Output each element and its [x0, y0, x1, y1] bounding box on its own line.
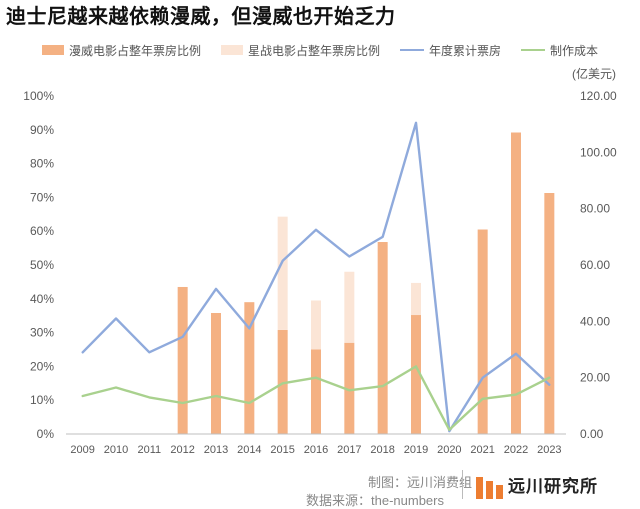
legend-item-cost: 制作成本 — [521, 40, 598, 60]
brand-logo-icon — [476, 477, 503, 499]
bar-marvel — [244, 302, 255, 434]
legend-label-starwars: 星战电影占整年票房比例 — [247, 43, 380, 58]
legend-item-box-office: 年度累计票房 — [400, 40, 501, 60]
right-axis-tick-label: 100.00 — [580, 145, 617, 159]
legend-line-box-office — [400, 49, 424, 51]
x-axis-tick-label: 2015 — [270, 444, 294, 456]
bar-marvel — [544, 193, 555, 434]
legend-swatch-starwars — [220, 45, 243, 55]
bar-starwars — [277, 216, 288, 330]
footer-source: 数据来源：the-numbers — [306, 493, 444, 508]
left-axis-tick-label: 70% — [30, 190, 54, 204]
left-axis-tick-label: 50% — [30, 258, 54, 272]
bar-marvel — [411, 315, 421, 434]
bar-starwars — [411, 282, 421, 316]
footer-divider — [462, 470, 463, 499]
left-axis-tick-label: 80% — [30, 157, 54, 171]
right-axis-tick-label: 40.00 — [580, 314, 610, 328]
right-axis-tick-label: 0.00 — [580, 427, 604, 441]
left-axis-tick-label: 60% — [30, 224, 54, 238]
left-axis-tick-label: 90% — [30, 123, 54, 137]
bar-marvel — [377, 242, 388, 434]
bar-marvel — [177, 286, 188, 434]
x-axis-tick-label: 2013 — [204, 444, 228, 456]
bar-marvel — [477, 229, 488, 434]
bar-marvel — [211, 312, 221, 434]
x-axis-tick-label: 2018 — [370, 444, 394, 456]
x-axis-tick-label: 2017 — [337, 444, 361, 456]
legend-line-cost — [521, 49, 546, 51]
legend-swatch-marvel — [41, 45, 64, 55]
right-axis-tick-label: 20.00 — [580, 371, 610, 385]
bar-marvel — [511, 132, 521, 434]
x-axis-tick-label: 2012 — [170, 444, 194, 456]
bar-starwars — [344, 271, 355, 343]
left-axis-tick-label: 30% — [30, 326, 54, 340]
x-axis-tick-label: 2010 — [104, 444, 128, 456]
left-axis-tick-label: 20% — [30, 359, 54, 373]
x-axis-tick-label: 2021 — [470, 444, 494, 456]
x-axis-tick-label: 2011 — [138, 444, 162, 456]
brand-name: 远川研究所 — [508, 477, 598, 496]
legend-item-starwars: 星战电影占整年票房比例 — [220, 40, 380, 60]
page-title: 迪士尼越来越依赖漫威，但漫威也开始乏力 — [6, 6, 396, 28]
bar-marvel — [344, 342, 355, 434]
bar-marvel — [311, 349, 321, 434]
chart-legend: 漫威电影占整年票房比例 星战电影占整年票房比例 年度累计票房 制作成本 — [0, 40, 640, 60]
footer-credit: 制图：远川消费组 — [368, 475, 473, 490]
left-axis-tick-label: 10% — [30, 393, 54, 407]
right-axis-tick-label: 80.00 — [580, 202, 610, 216]
line-cost — [81, 365, 551, 431]
x-axis-tick-label: 2014 — [237, 444, 261, 456]
line-box-office — [81, 121, 551, 433]
x-axis-tick-label: 2022 — [504, 444, 528, 456]
legend-label-cost: 制作成本 — [550, 43, 599, 58]
x-axis-tick-label: 2016 — [304, 444, 328, 456]
left-axis-tick-label: 40% — [30, 292, 54, 306]
right-axis-tick-label: 120.00 — [580, 89, 617, 103]
bar-marvel — [277, 329, 288, 434]
left-axis-tick-label: 0% — [37, 427, 55, 441]
bar-starwars — [311, 300, 321, 350]
x-axis-tick-label: 2019 — [404, 444, 428, 456]
x-axis-tick-label: 2020 — [437, 444, 461, 456]
x-axis-tick-label: 2009 — [70, 444, 94, 456]
legend-item-marvel: 漫威电影占整年票房比例 — [41, 40, 201, 60]
right-axis-unit-label: (亿美元) — [572, 66, 616, 81]
right-axis-tick-label: 60.00 — [580, 258, 610, 272]
legend-label-marvel: 漫威电影占整年票房比例 — [68, 43, 201, 58]
left-axis-tick-label: 100% — [23, 89, 54, 103]
legend-label-box-office: 年度累计票房 — [429, 43, 502, 58]
x-axis-tick-label: 2023 — [537, 444, 561, 456]
